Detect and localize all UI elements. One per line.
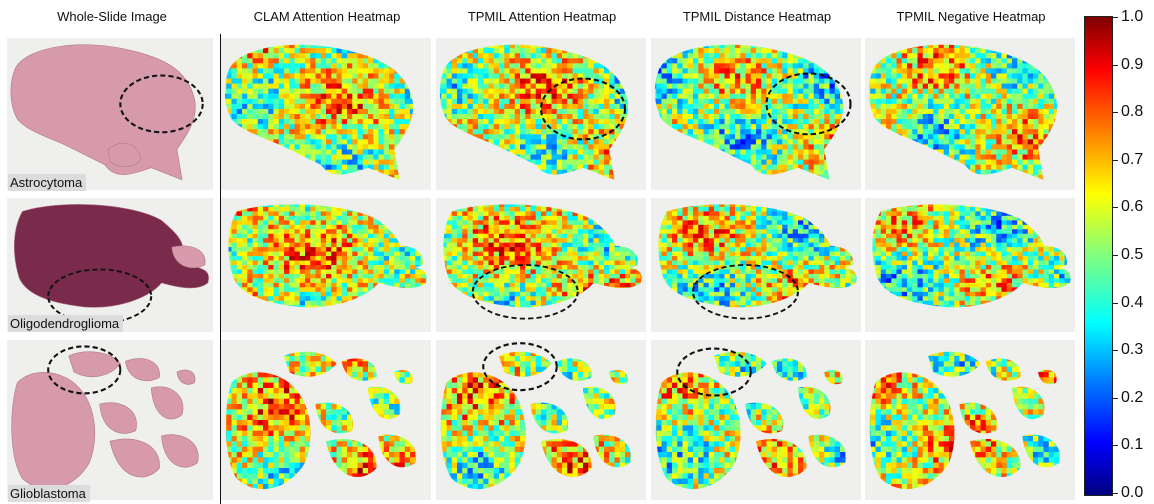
colorbar-tick-label: 0.1	[1121, 436, 1144, 454]
tissue-region	[13, 204, 209, 308]
heatmap-glioblastoma-tpmil-attention	[436, 340, 646, 500]
tissue-region	[161, 434, 199, 468]
colorbar	[1084, 16, 1113, 496]
heatmap-glioblastoma-tpmil-distance	[651, 340, 861, 500]
heatmap-oligodendroglioma-tpmil-attention	[436, 198, 646, 332]
heatmap-astrocytoma-tpmil-attention	[436, 38, 646, 190]
colorbar-tick-label: 0.7	[1121, 150, 1144, 168]
column-divider	[220, 34, 221, 504]
colorbar-tick	[1112, 112, 1118, 114]
tissue-region	[176, 369, 196, 385]
tissue-region	[171, 245, 206, 269]
highlight-ellipse	[539, 77, 627, 141]
colorbar-tick	[1112, 350, 1118, 352]
heatmap-oligodendroglioma-clam-attention	[221, 198, 431, 332]
colorbar-tick-label: 0.5	[1121, 246, 1144, 263]
colorbar-tick-label: 0.0	[1121, 484, 1144, 501]
row-label-oligodendroglioma: Oligodendroglioma	[8, 315, 124, 332]
colorbar-tick	[1112, 445, 1118, 447]
tissue-region	[109, 438, 160, 478]
heatmap-oligodendroglioma-tpmil-negative	[865, 198, 1075, 332]
colorbar-tick	[1112, 493, 1118, 494]
heatmap-glioblastoma-tpmil-negative	[865, 340, 1075, 500]
heatmap-astrocytoma-clam-attention	[221, 38, 431, 190]
heatmap-astrocytoma-tpmil-negative	[865, 38, 1075, 190]
column-header-tpmil-attention: TPMIL Attention Heatmap	[467, 9, 617, 24]
heatmap-astrocytoma-tpmil-distance	[651, 38, 861, 190]
slide-image-oligodendroglioma-wsi	[7, 198, 213, 332]
colorbar-tick-label: 1.0	[1121, 8, 1144, 25]
colorbar-tick	[1112, 17, 1118, 18]
colorbar-tick	[1112, 255, 1118, 256]
column-header-clam-attention: CLAM Attention Heatmap	[253, 9, 401, 24]
highlight-ellipse	[676, 347, 752, 397]
slide-image-astrocytoma-wsi	[7, 38, 213, 190]
slide-image-glioblastoma-wsi	[7, 340, 213, 500]
tissue-region	[150, 386, 184, 420]
colorbar-tick	[1112, 397, 1118, 399]
colorbar-tick-label: 0.2	[1121, 388, 1144, 406]
highlight-ellipse	[47, 345, 122, 395]
colorbar-tick-label: 0.4	[1121, 293, 1144, 311]
column-header-tpmil-negative: TPMIL Negative Heatmap	[896, 9, 1046, 24]
tissue-region	[125, 358, 160, 382]
colorbar-tick-label: 0.8	[1121, 103, 1144, 121]
tissue-region	[68, 351, 121, 378]
colorbar-tick-label: 0.6	[1121, 198, 1144, 216]
colorbar-tick	[1112, 207, 1118, 209]
column-header-tpmil-distance: TPMIL Distance Heatmap	[682, 9, 832, 24]
colorbar-tick	[1112, 64, 1118, 66]
row-label-astrocytoma: Astrocytoma	[8, 174, 87, 191]
colorbar-tick	[1112, 302, 1118, 304]
highlight-ellipse	[482, 342, 558, 392]
heatmap-glioblastoma-clam-attention	[221, 340, 431, 500]
highlight-ellipse	[119, 74, 204, 134]
row-label-glioblastoma: Glioblastoma	[8, 485, 90, 502]
colorbar-tick	[1112, 159, 1118, 161]
colorbar-tick-label: 0.9	[1121, 55, 1144, 73]
heatmap-oligodendroglioma-tpmil-distance	[651, 198, 861, 332]
tissue-region	[10, 44, 196, 181]
tissue-region	[107, 143, 142, 167]
colorbar-tick-label: 0.3	[1121, 341, 1144, 359]
column-header-wsi: Whole-Slide Image	[57, 9, 167, 24]
tissue-region	[99, 402, 137, 434]
highlight-ellipse	[765, 72, 852, 136]
tissue-region	[11, 372, 95, 490]
